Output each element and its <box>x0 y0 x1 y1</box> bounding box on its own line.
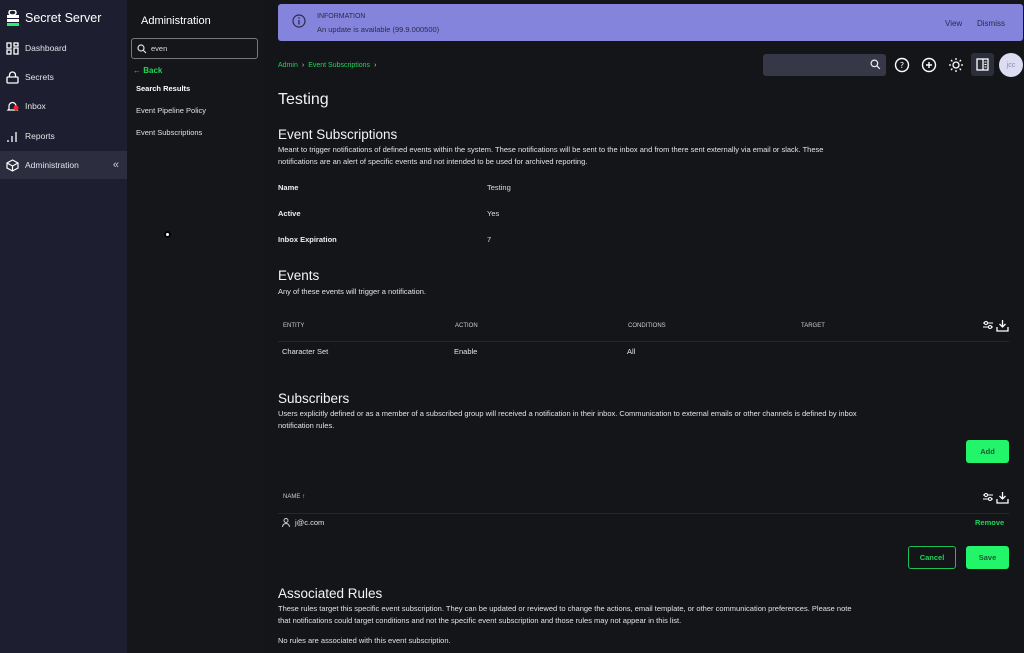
nav-administration[interactable]: Administration « <box>0 151 127 179</box>
event-entity: Character Set <box>282 347 329 356</box>
nav-dashboard[interactable]: Dashboard <box>0 34 127 62</box>
user-icon <box>282 518 290 527</box>
chevron-right-icon: › <box>301 62 305 69</box>
nav-label: Secrets <box>25 72 54 82</box>
column-action[interactable]: ACTION <box>455 323 478 329</box>
breadcrumb: Admin › Event Subscriptions › <box>278 62 376 69</box>
subscription-heading: Event Subscriptions <box>278 127 398 142</box>
subscribers-table-tools <box>982 491 1009 504</box>
field-label-inbox-expiration: Inbox Expiration <box>278 235 337 244</box>
download-icon[interactable] <box>996 491 1009 504</box>
result-event-subscriptions[interactable]: Event Subscriptions <box>136 128 203 137</box>
column-entity[interactable]: ENTITY <box>283 323 305 329</box>
dismiss-button[interactable]: Dismiss <box>977 19 1005 28</box>
server-icon <box>7 10 19 26</box>
column-conditions[interactable]: CONDITIONS <box>628 323 666 329</box>
subnav-title: Administration <box>141 15 211 27</box>
download-icon[interactable] <box>996 319 1009 332</box>
filter-sliders-icon[interactable] <box>982 491 994 503</box>
info-icon <box>292 14 306 28</box>
global-search-input[interactable] <box>763 54 886 76</box>
cursor-icon <box>164 231 171 238</box>
arrow-left-icon: ← <box>133 66 144 75</box>
banner-heading: INFORMATION <box>317 13 366 20</box>
save-button[interactable]: Save <box>966 546 1009 569</box>
event-conditions: All <box>627 347 636 356</box>
nav-reports[interactable]: Reports <box>0 122 127 150</box>
subscribers-heading: Subscribers <box>278 391 350 406</box>
svg-text:?: ? <box>900 61 904 70</box>
collapse-sidebar-button[interactable]: « <box>112 159 119 171</box>
main-sidebar: Secret Server Dashboard Secrets Inbox Re… <box>0 0 127 653</box>
rules-description: These rules target this specific event s… <box>278 604 852 625</box>
result-event-pipeline-policy[interactable]: Event Pipeline Policy <box>136 106 207 115</box>
add-subscriber-button[interactable]: Add <box>966 440 1009 463</box>
chevron-right-icon: › <box>374 62 377 69</box>
add-icon[interactable] <box>921 57 937 73</box>
cube-icon <box>6 158 19 172</box>
layout-toggle-button[interactable] <box>971 53 994 76</box>
event-action: Enable <box>454 347 478 356</box>
column-target[interactable]: TARGET <box>801 323 825 329</box>
lock-icon <box>6 70 19 84</box>
admin-subnav: Administration <box>127 0 264 653</box>
column-name-label: NAME <box>283 494 301 500</box>
back-label: Back <box>143 66 163 75</box>
app-logo[interactable]: Secret Server <box>6 10 101 26</box>
sort-ascending-icon: ↑ <box>302 494 306 500</box>
panel-layout-icon <box>976 58 989 71</box>
search-value: even <box>151 44 168 53</box>
nav-label: Inbox <box>25 101 46 111</box>
breadcrumb-event-subscriptions[interactable]: Event Subscriptions <box>308 62 371 69</box>
nav-secrets[interactable]: Secrets <box>0 63 127 91</box>
search-icon <box>137 43 147 53</box>
info-banner: INFORMATION An update is available (99.9… <box>278 4 1023 41</box>
page-title: Testing <box>278 91 329 108</box>
bell-icon <box>6 101 19 111</box>
rules-heading: Associated Rules <box>278 586 383 601</box>
nav-label: Administration <box>25 160 79 170</box>
field-value-inbox-expiration: 7 <box>487 235 492 244</box>
dashboard-icon <box>6 41 19 55</box>
divider <box>278 513 1009 514</box>
column-name[interactable]: NAME ↑ <box>283 494 305 500</box>
search-icon <box>870 59 881 70</box>
app-name: Secret Server <box>25 11 102 25</box>
divider <box>278 341 1009 342</box>
nav-label: Reports <box>25 131 55 141</box>
bar-chart-icon <box>7 131 17 142</box>
search-results-heading: Search Results <box>136 84 191 93</box>
events-heading: Events <box>278 268 320 283</box>
cancel-button[interactable]: Cancel <box>908 546 956 569</box>
breadcrumb-admin[interactable]: Admin <box>278 62 298 69</box>
banner-message: An update is available (99.9.000500) <box>317 25 440 34</box>
events-table-tools <box>982 319 1009 332</box>
subscriber-name: j@c.com <box>295 518 325 527</box>
help-icon[interactable]: ? <box>894 57 910 73</box>
remove-subscriber-link[interactable]: Remove <box>975 518 1005 527</box>
field-value-active: Yes <box>487 209 500 218</box>
subscribers-description: Users explicitly defined or as a member … <box>278 409 857 430</box>
rules-empty-message: No rules are associated with this event … <box>278 636 451 645</box>
nav-label: Dashboard <box>25 43 67 53</box>
user-avatar[interactable]: jcc <box>999 53 1023 77</box>
theme-sun-icon[interactable] <box>948 57 964 73</box>
admin-search-input[interactable]: even <box>131 38 258 59</box>
field-label-name: Name <box>278 183 299 192</box>
events-description: Any of these events will trigger a notif… <box>278 287 426 296</box>
field-label-active: Active <box>278 209 301 218</box>
nav-inbox[interactable]: Inbox <box>0 92 127 120</box>
back-link[interactable]: ← Back <box>133 66 162 75</box>
field-value-name: Testing <box>487 183 511 192</box>
view-button[interactable]: View <box>945 19 963 28</box>
filter-sliders-icon[interactable] <box>982 319 994 331</box>
subscription-description: Meant to trigger notifications of define… <box>278 145 824 166</box>
